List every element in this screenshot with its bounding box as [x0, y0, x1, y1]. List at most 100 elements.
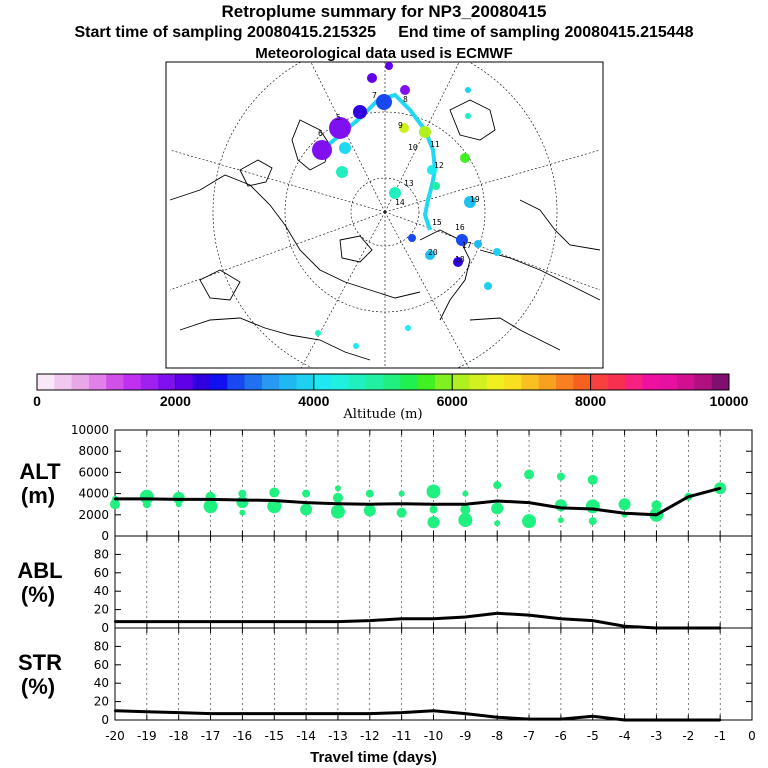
y-tick-label: 2000	[78, 508, 109, 522]
time-series-panels: 0200040006000800010000ALT(m)020406080ABL…	[17, 423, 755, 766]
colorbar-swatch	[417, 374, 436, 390]
colorbar-swatch	[573, 374, 592, 390]
colorbar-swatch	[538, 374, 557, 390]
x-tick-label: -6	[555, 729, 567, 743]
colorbar-swatch	[642, 374, 661, 390]
y-tick-label: 0	[101, 529, 109, 543]
series-point	[241, 712, 244, 715]
colorbar-swatch	[244, 374, 263, 390]
scatter-point	[363, 504, 376, 517]
x-tick-label: -2	[682, 729, 694, 743]
start-time-label: Start time of sampling 20080415.215325	[74, 24, 377, 41]
series-point	[177, 620, 180, 623]
colorbar-swatch	[123, 374, 142, 390]
x-tick-label: -19	[137, 729, 157, 743]
x-tick-label: -16	[233, 729, 253, 743]
plume-point	[312, 140, 332, 160]
scatter-point	[239, 509, 246, 516]
series-point	[273, 620, 276, 623]
plume-point	[376, 94, 392, 110]
x-tick-label: -3	[650, 729, 662, 743]
y-tick-label: 20	[94, 695, 109, 709]
y-tick-label: 0	[101, 713, 109, 727]
map-point-label: 20	[428, 248, 438, 257]
series-point	[336, 620, 340, 623]
scatter-point	[556, 472, 565, 481]
scatter-point	[330, 504, 345, 519]
series-point	[273, 499, 276, 502]
series-point	[527, 613, 531, 617]
colorbar-swatch	[192, 374, 211, 390]
colorbar-swatch	[296, 374, 315, 390]
series-point	[432, 617, 435, 620]
series-point	[368, 619, 371, 622]
scatter-point	[142, 500, 151, 509]
series-point	[177, 498, 180, 501]
colorbar-swatch	[625, 374, 643, 390]
plume-point	[474, 240, 482, 248]
series-point	[113, 497, 117, 501]
scatter-point	[557, 517, 564, 524]
colorbar-swatch	[331, 374, 349, 390]
series-point	[145, 710, 149, 713]
series-point	[591, 619, 594, 622]
series-point	[559, 717, 563, 721]
scatter-point	[236, 496, 249, 509]
scatter-point	[302, 489, 311, 498]
colorbar-swatch	[504, 374, 522, 390]
series-point	[623, 512, 626, 515]
map-point-label: 11	[430, 140, 440, 149]
scatter-point	[460, 504, 471, 515]
series-point	[241, 498, 244, 502]
map-point-labels: 5 6 7 8 9 10 11 12 13 14 15 16 17 18 19 20	[318, 91, 480, 264]
x-tick-label: -8	[491, 729, 503, 743]
x-tick-label: -9	[459, 729, 471, 743]
x-tick-label: -20	[105, 729, 125, 743]
series-point	[336, 712, 340, 715]
colorbar-swatch	[279, 374, 297, 390]
series-point	[718, 487, 722, 490]
plume-point	[456, 234, 468, 246]
series-point	[687, 495, 690, 498]
colorbar-swatch	[227, 374, 246, 390]
plume-point	[465, 113, 471, 119]
plume-point	[493, 248, 501, 256]
series-point	[432, 709, 435, 712]
plume-point	[315, 330, 321, 336]
series-point	[145, 497, 149, 501]
series-point	[655, 513, 658, 516]
map-point-label: 13	[404, 179, 414, 188]
polar-map: 5 6 7 8 9 10 11 12 13 14 15 16 17 18 19 20	[165, 61, 604, 369]
map-point-label: 14	[395, 198, 405, 207]
series-point	[209, 498, 212, 501]
colorbar-swatch	[37, 374, 55, 390]
scatter-point	[427, 516, 440, 529]
series-point	[304, 712, 308, 715]
plume-point	[425, 250, 435, 260]
map-point-label: 8	[403, 95, 408, 104]
scatter-point	[651, 500, 662, 511]
colorbar-swatch	[711, 374, 730, 390]
met-data-label: Meteorological data used is ECMWF	[255, 45, 513, 62]
colorbar-swatch	[88, 374, 107, 390]
y-axis-label-unit: (%)	[21, 674, 55, 699]
x-tick-label: -14	[296, 729, 316, 743]
series-point	[400, 617, 403, 620]
plume-point	[339, 142, 351, 154]
series-point	[527, 717, 531, 721]
series-point	[304, 620, 308, 623]
series-point	[145, 620, 149, 623]
colorbar-swatch	[521, 374, 540, 390]
scatter-point	[334, 485, 341, 492]
series-point	[559, 617, 563, 620]
scatter-point	[524, 469, 535, 480]
series-point	[464, 712, 467, 715]
series-point	[527, 501, 531, 504]
series-point	[496, 499, 499, 503]
y-tick-label: 80	[94, 547, 109, 561]
scatter-point	[396, 507, 407, 518]
altitude-colorbar: 0 2000 4000 6000 8000 10000 Altitude (m)	[33, 373, 749, 422]
series-point	[623, 624, 626, 628]
x-tick-label: -12	[360, 729, 380, 743]
series-point	[655, 718, 658, 722]
